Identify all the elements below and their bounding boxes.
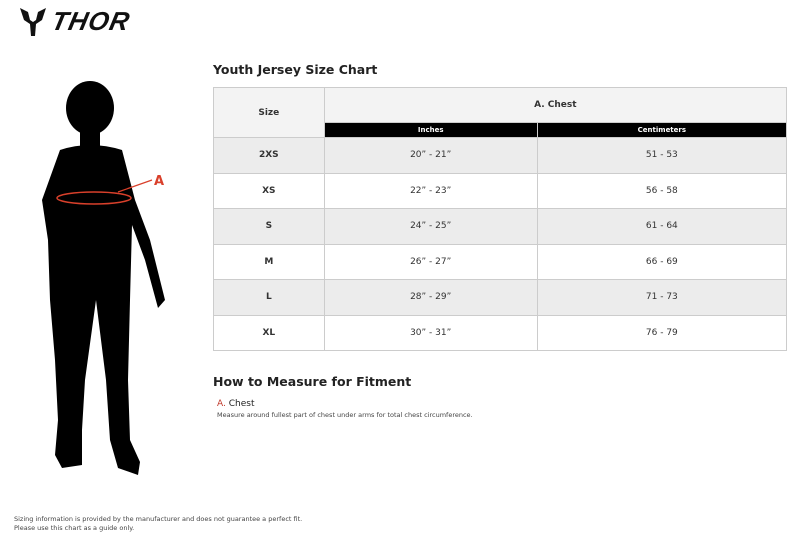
table-row: M 26” - 27” 66 - 69: [213, 243, 788, 280]
marker-a: A: [154, 174, 164, 189]
thor-logo: THOR: [20, 6, 133, 37]
page-title: Youth Jersey Size Chart: [213, 62, 378, 77]
cell-inches: 28” - 29”: [323, 279, 538, 316]
cm-header: Centimeters: [536, 122, 788, 138]
table-row: S 24” - 25” 61 - 64: [213, 208, 788, 245]
child-silhouette: A: [42, 81, 165, 475]
howto-desc: Measure around fullest part of chest und…: [217, 411, 473, 419]
cell-inches: 30” - 31”: [323, 314, 538, 351]
cell-inches: 22” - 23”: [323, 172, 538, 209]
cell-cm: 61 - 64: [536, 208, 788, 245]
size-chart-table: Size A. Chest Inches Centimeters 2XS 20” …: [213, 87, 788, 351]
cell-size: XS: [213, 172, 325, 209]
chest-measure-line: [56, 191, 132, 205]
cell-size: S: [213, 208, 325, 245]
howto-item: A. Chest Measure around fullest part of …: [217, 399, 473, 419]
cell-cm: 76 - 79: [536, 314, 788, 351]
howto-title: How to Measure for Fitment: [213, 374, 412, 389]
thor-mark-icon: [20, 7, 46, 36]
size-header: Size: [213, 87, 325, 138]
table-row: XL 30” - 31” 76 - 79: [213, 314, 788, 351]
table-row: L 28” - 29” 71 - 73: [213, 279, 788, 316]
cell-inches: 20” - 21”: [323, 137, 538, 174]
cell-size: XL: [213, 314, 325, 351]
cell-cm: 71 - 73: [536, 279, 788, 316]
cell-size: L: [213, 279, 325, 316]
cell-cm: 66 - 69: [536, 243, 788, 280]
disclaimer: Sizing information is provided by the ma…: [14, 515, 303, 532]
cell-size: M: [213, 243, 325, 280]
cell-cm: 56 - 58: [536, 172, 788, 209]
cell-size: 2XS: [213, 137, 325, 174]
inches-header: Inches: [323, 122, 538, 138]
chest-header: A. Chest: [323, 87, 788, 123]
table-row: XS 22” - 23” 56 - 58: [213, 172, 788, 209]
table-row: 2XS 20” - 21” 51 - 53: [213, 137, 788, 174]
cell-cm: 51 - 53: [536, 137, 788, 174]
cell-inches: 26” - 27”: [323, 243, 538, 280]
cell-inches: 24” - 25”: [323, 208, 538, 245]
